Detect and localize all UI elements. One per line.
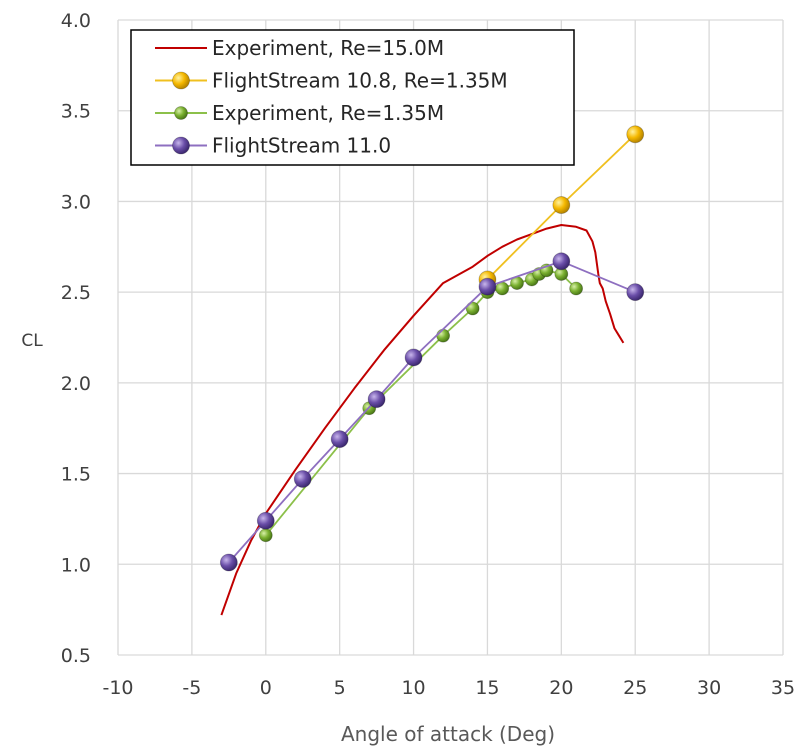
series-1 [220,224,625,616]
x-tick-label: 0 [260,677,272,699]
x-tick-label: 10 [401,677,425,699]
legend-label: FlightStream 11.0 [212,134,391,158]
x-tick-label: 35 [771,677,795,699]
legend: Experiment, Re=15.0M FlightStream 10.8, R… [130,29,575,166]
data-point [436,328,451,343]
y-tick-label: 4.0 [61,10,91,32]
x-tick-label: -10 [102,677,133,699]
series-4 [219,252,645,572]
y-tick-label: 2.0 [61,373,91,395]
x-tick-label: 15 [475,677,499,699]
data-point [569,281,584,296]
legend-swatch-marker [172,71,190,90]
series-line [220,224,625,616]
y-tick-label: 2.5 [61,282,91,304]
data-point [465,301,480,316]
data-point [256,511,275,530]
legend-swatch-marker [174,106,188,120]
data-point [293,470,312,488]
y-tick-label: 1.5 [61,464,91,486]
x-tick-label: 5 [334,677,346,699]
y-tick-label: 3.0 [61,191,91,213]
data-point [367,390,386,409]
data-point [626,283,645,302]
series-line [265,269,577,536]
data-point [552,252,571,271]
legend-label: Experiment, Re=15.0M [212,36,444,60]
data-point [626,125,645,144]
data-point [219,553,238,572]
legend-label: FlightStream 10.8, Re=1.35M [212,69,508,93]
x-tick-label: 30 [697,677,721,699]
y-axis-title: CL [21,331,43,351]
x-tick-label: 25 [623,677,647,699]
axis-tick-labels: 0.5 1.0 1.5 2.0 2.5 3.0 3.5 4.0 -10 -5 0 5 10 15 20 25 3… [61,10,795,699]
series-3 [258,263,584,543]
data-point [552,196,571,214]
legend-label: Experiment, Re=1.35M [212,101,444,125]
y-tick-label: 1.0 [61,554,91,576]
data-point [258,528,273,543]
y-tick-label: 3.5 [61,101,91,123]
data-point [404,348,423,367]
legend-box [130,29,575,166]
x-tick-label: 20 [549,677,573,699]
x-axis-title: Angle of attack (Deg) [341,722,555,746]
x-tick-label: -5 [182,677,201,699]
data-point [330,430,349,449]
series-line [228,260,636,564]
y-tick-label: 0.5 [61,645,91,667]
series-group [219,125,645,616]
data-point [478,277,497,296]
legend-swatch-marker [172,136,190,155]
